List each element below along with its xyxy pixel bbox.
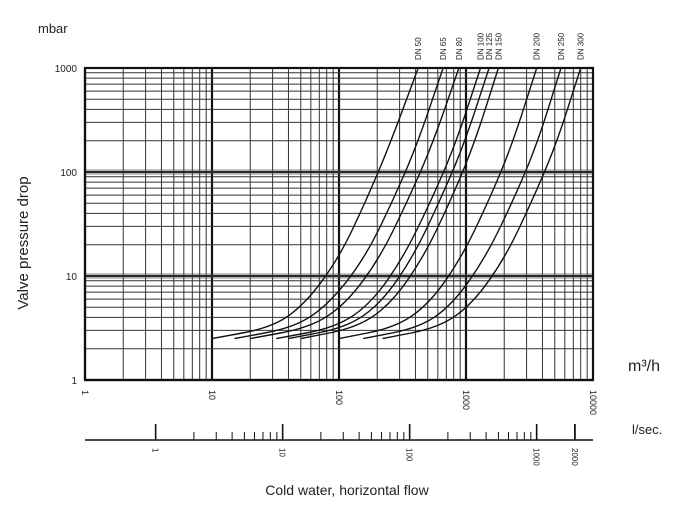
series-line-dn-250: [363, 67, 562, 340]
x-tick-label: 100: [334, 390, 344, 405]
x-tick-label: 1: [80, 390, 90, 395]
series-label-dn-300: DN 300: [577, 32, 586, 60]
series-line-dn-80: [250, 67, 460, 340]
x2-tick-label: 2000: [570, 448, 579, 466]
x-unit-label: m³/h: [628, 358, 660, 375]
series-labels: DN 50 DN 65 DN 80 DN 100 DN 125 DN 150 DN 200 D…: [414, 32, 586, 60]
series-label-dn-125: DN 125: [485, 32, 494, 60]
x2-tick-label: 1: [151, 448, 160, 453]
frame-layer: [83, 66, 595, 382]
x-tick-label: 1000: [461, 390, 471, 410]
series-line-dn-150: [300, 67, 500, 340]
series-label-dn-100: DN 100: [476, 32, 485, 60]
grid-layer: [83, 68, 593, 382]
series-label-dn-200: DN 200: [533, 32, 542, 60]
series-layer: [211, 67, 582, 340]
y-tick-label: 10: [66, 272, 78, 283]
series-label-dn-80: DN 80: [455, 37, 464, 60]
x2-tick-label: 10: [278, 448, 287, 457]
x2-tick-label: 100: [405, 448, 414, 462]
series-line-dn-200: [338, 67, 538, 340]
series-label-dn-150: DN 150: [494, 32, 503, 60]
series-line-dn-50: [211, 67, 419, 340]
series-line-dn-100: [276, 67, 482, 340]
y-tick-label: 1000: [55, 64, 78, 75]
x-tick-label: 10000: [588, 390, 598, 415]
label-layer: mbar Valve pressure drop m³/h l/sec. Col…: [15, 21, 662, 498]
series-line-dn-65: [234, 67, 444, 340]
grid-band: [85, 169, 593, 175]
y-axis-title: Valve pressure drop: [15, 176, 32, 309]
tick-layer: 1 10 100 1000 1 10 100 1000 10000 1 10 100 1000 2000: [55, 64, 598, 466]
y-tick-label: 1: [71, 376, 77, 387]
series-label-dn-65: DN 65: [439, 37, 448, 60]
y-tick-label: 100: [60, 168, 77, 179]
grid-band: [85, 273, 593, 279]
series-label-dn-50: DN 50: [414, 37, 423, 60]
series-line-dn-300: [382, 67, 582, 340]
series-line-dn-125: [288, 67, 490, 340]
x2-unit-label: l/sec.: [632, 422, 662, 437]
x2-tick-label: 1000: [532, 448, 541, 466]
x-tick-label: 10: [207, 390, 217, 400]
plot-frame: [83, 66, 595, 382]
x-axis-title: Cold water, horizontal flow: [265, 482, 429, 498]
series-label-dn-250: DN 250: [557, 32, 566, 60]
y-unit-label: mbar: [38, 21, 68, 36]
